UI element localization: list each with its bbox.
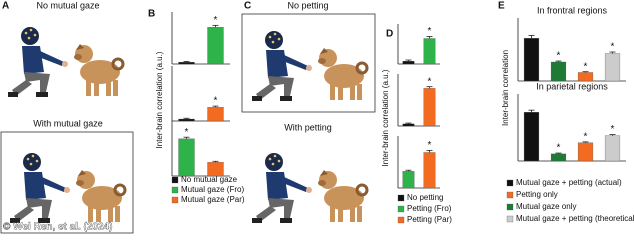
significance: * (428, 76, 432, 87)
bar (577, 142, 594, 162)
bar (402, 123, 415, 127)
panel-letter: D (386, 29, 393, 40)
bar (178, 62, 195, 65)
legend-label: No petting (407, 193, 443, 202)
bar (402, 171, 415, 189)
legend-swatch (397, 205, 405, 213)
panel-letter: A (2, 1, 9, 12)
legend-swatch (506, 203, 514, 211)
bar (604, 135, 621, 162)
bar (423, 38, 436, 65)
bar (604, 53, 621, 82)
bar (550, 61, 567, 82)
legend-label: Petting (Fro) (407, 204, 452, 213)
bar (577, 72, 594, 82)
bar (523, 112, 540, 162)
legend-label: Petting (Par) (407, 215, 452, 224)
y-axis-label: Inter-brain correlation (a.u.) (155, 51, 164, 148)
bar (550, 153, 567, 162)
legend-label: Petting only (516, 190, 558, 199)
panel-caption: With mutual gaze (33, 118, 103, 128)
significance: * (557, 51, 561, 62)
legend-swatch (506, 215, 514, 223)
chart-title: In parietal regions (536, 81, 608, 91)
bar (178, 138, 195, 177)
bar (423, 152, 436, 189)
significance: * (584, 132, 588, 143)
bar (178, 118, 195, 122)
credit: © Wei Ren, et al. (2024) (3, 222, 112, 233)
bar (207, 162, 224, 177)
significance: * (611, 124, 615, 135)
bar (207, 107, 224, 122)
significance: * (214, 15, 218, 26)
significance: * (584, 61, 588, 72)
panel-letter: C (244, 1, 251, 12)
significance: * (428, 26, 432, 37)
y-axis-label: Inter-brain correlation (501, 50, 510, 126)
panel-letter: B (148, 9, 155, 20)
legend-swatch (171, 196, 179, 204)
bar (523, 38, 540, 82)
significance: * (428, 140, 432, 151)
significance: * (611, 42, 615, 53)
legend-swatch (171, 176, 179, 184)
chart-title: In frontral regions (537, 5, 608, 15)
panel-caption: No mutual gaze (36, 0, 99, 10)
y-axis-label: Inter-brain correlation (a.u.) (381, 69, 390, 166)
legend-swatch (397, 216, 405, 224)
legend-label: Mutual gaze (Par) (181, 195, 245, 204)
legend-label: No mutual gaze (181, 175, 238, 184)
panel-caption: No petting (287, 0, 328, 10)
legend-swatch (506, 179, 514, 187)
panel-caption: With petting (284, 122, 332, 132)
significance: * (214, 96, 218, 107)
figure: A No mutual gaze With mutual gaze B C No… (0, 0, 634, 234)
significance: * (185, 127, 189, 138)
bar (207, 27, 224, 65)
bar (402, 61, 415, 65)
legend-swatch (506, 191, 514, 199)
legend-label: Mutual gaze + petting (theoretical) (516, 214, 634, 223)
bar (423, 88, 436, 127)
significance: * (557, 143, 561, 154)
panel-letter: E (498, 1, 505, 12)
legend-label: Mutual gaze only (516, 202, 576, 211)
legend-swatch (397, 194, 405, 202)
legend-label: Mutual gaze + petting (actual) (516, 178, 622, 187)
legend-swatch (171, 186, 179, 194)
legend-label: Mutual gaze (Fro) (181, 185, 244, 194)
